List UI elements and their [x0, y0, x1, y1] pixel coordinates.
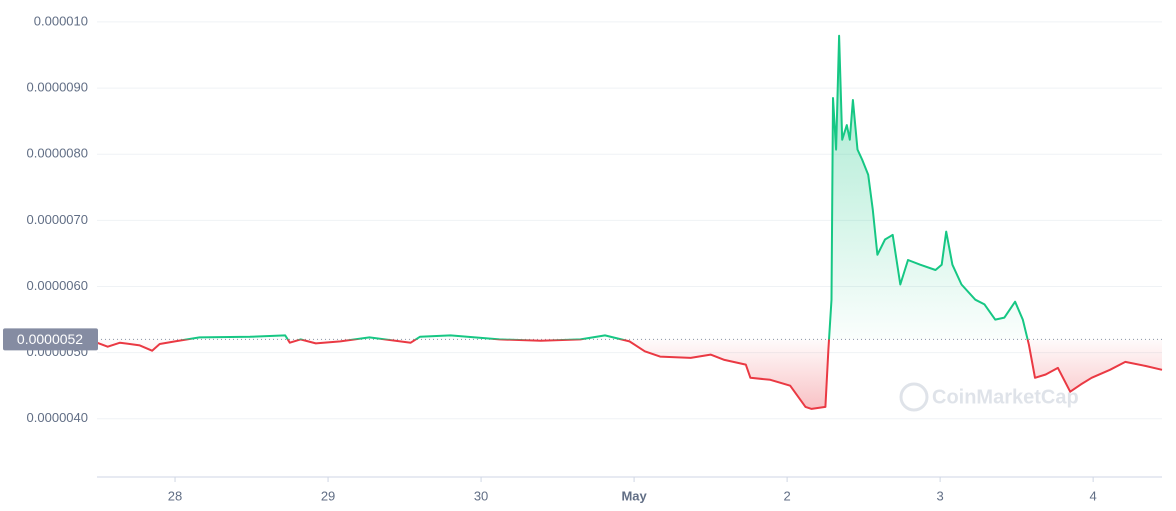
x-tick-label: 30: [474, 488, 488, 503]
x-tick-label: 2: [783, 488, 790, 503]
watermark: CoinMarketCap: [899, 382, 1079, 412]
y-tick-label: 0.0000070: [27, 212, 88, 227]
y-tick-label: 0.0000090: [27, 80, 88, 95]
x-tick-label: 3: [937, 488, 944, 503]
price-line: [96, 34, 1163, 410]
x-tick-label: 28: [168, 488, 182, 503]
y-tick-label: 0.0000040: [27, 410, 88, 425]
x-tick-label: May: [621, 488, 647, 503]
reference-badge: [3, 328, 98, 351]
watermark-logo: [899, 382, 929, 412]
reference-label: 0.0000052: [17, 331, 83, 347]
y-tick-label: 0.0000060: [27, 278, 88, 293]
x-tick-label: 29: [321, 488, 335, 503]
price-area: [97, 35, 1162, 409]
y-tick-label: 0.000010: [34, 13, 88, 28]
x-tick-label: 4: [1090, 488, 1097, 503]
watermark-text: CoinMarketCap: [932, 386, 1079, 408]
y-tick-label: 0.0000080: [27, 146, 88, 161]
